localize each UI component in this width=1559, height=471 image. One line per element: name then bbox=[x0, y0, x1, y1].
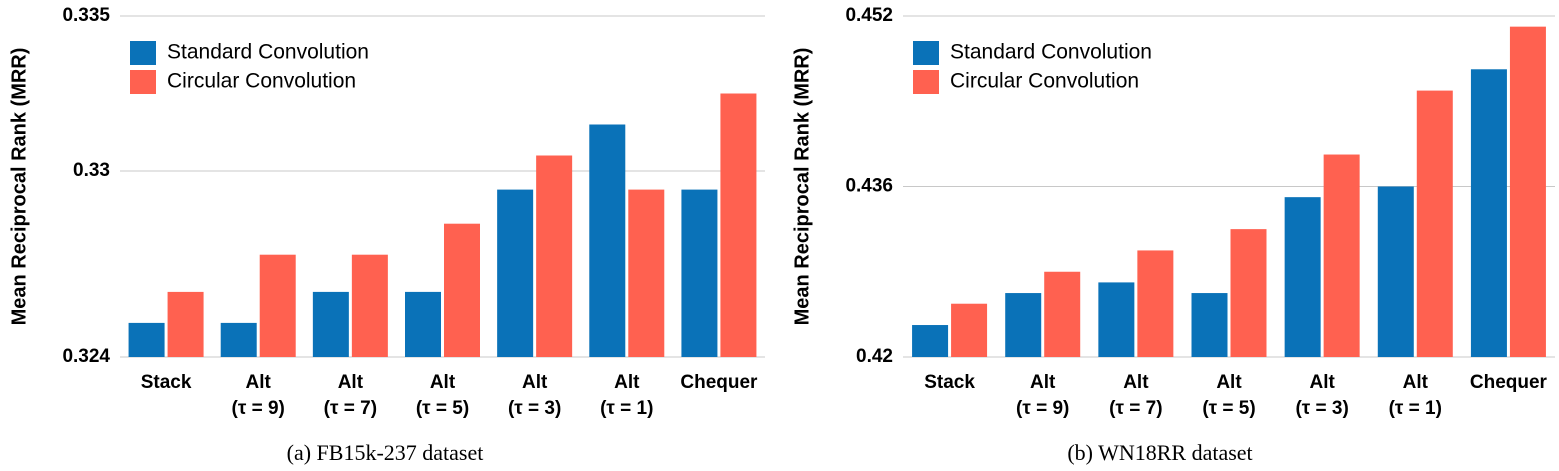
bar bbox=[1191, 293, 1228, 357]
legend-label: Standard Convolution bbox=[950, 41, 1152, 64]
chart: 0.42 0.436 0.452 Mean Reciprocal Rank (MRR)… bbox=[791, 5, 1555, 465]
bar bbox=[1284, 197, 1321, 357]
caption: (a) FB15k-237 dataset bbox=[287, 440, 484, 465]
x-tick-label: (τ = 5) bbox=[416, 398, 469, 419]
x-tick-label: Alt bbox=[1309, 372, 1335, 393]
bar bbox=[1005, 293, 1042, 357]
legend-label: Standard Convolution bbox=[167, 41, 369, 64]
x-tick-label: Stack bbox=[141, 372, 192, 393]
bar bbox=[259, 254, 296, 357]
bar bbox=[1230, 229, 1267, 357]
y-tick-label: 0.42 bbox=[856, 346, 893, 367]
x-tick-label: (τ = 7) bbox=[1109, 398, 1162, 419]
x-tick-label: Alt bbox=[246, 372, 272, 393]
bar bbox=[351, 254, 388, 357]
y-axis-label: Mean Reciprocal Rank (MRR) bbox=[8, 48, 30, 326]
y-tick-label: 0.33 bbox=[73, 160, 110, 181]
bar bbox=[912, 325, 949, 357]
legend-swatch bbox=[130, 70, 156, 94]
bar bbox=[720, 93, 757, 357]
bar bbox=[1416, 90, 1453, 357]
legend-swatch bbox=[913, 41, 939, 65]
x-tick-label: Alt bbox=[522, 372, 548, 393]
x-tick-label: Alt bbox=[1030, 372, 1056, 393]
bar bbox=[589, 124, 626, 357]
y-tick-label: 0.324 bbox=[62, 346, 110, 367]
bar bbox=[1044, 271, 1081, 357]
bar bbox=[128, 322, 165, 357]
x-tick-label: (τ = 3) bbox=[508, 398, 561, 419]
caption: (b) WN18RR dataset bbox=[1067, 440, 1252, 465]
x-tick-label: Alt bbox=[614, 372, 640, 393]
x-tick-label: (τ = 1) bbox=[1389, 398, 1442, 419]
chart: 0.324 0.33 0.335 Mean Reciprocal Rank (MRR)… bbox=[8, 5, 765, 465]
x-tick-label: Stack bbox=[924, 372, 975, 393]
bar bbox=[167, 291, 204, 357]
y-axis-label: Mean Reciprocal Rank (MRR) bbox=[791, 48, 813, 326]
x-tick-label: (τ = 1) bbox=[600, 398, 653, 419]
legend-swatch bbox=[130, 41, 156, 65]
bar bbox=[628, 189, 665, 357]
bar bbox=[681, 189, 718, 357]
bar bbox=[497, 189, 534, 357]
x-tick-label: Alt bbox=[1216, 372, 1242, 393]
bar bbox=[1377, 186, 1414, 357]
y-tick-label: 0.436 bbox=[845, 176, 893, 197]
bar bbox=[1323, 154, 1360, 357]
x-tick-label: (τ = 7) bbox=[324, 398, 377, 419]
x-tick-label: (τ = 9) bbox=[1016, 398, 1069, 419]
bar bbox=[405, 291, 441, 357]
bar bbox=[444, 223, 480, 357]
x-tick-label: (τ = 5) bbox=[1202, 398, 1255, 419]
bar bbox=[220, 322, 257, 357]
x-tick-label: (τ = 9) bbox=[232, 398, 285, 419]
x-tick-label: (τ = 3) bbox=[1295, 398, 1348, 419]
x-tick-label: Alt bbox=[338, 372, 364, 393]
x-tick-label: Chequer bbox=[680, 372, 758, 393]
y-tick-label: 0.452 bbox=[845, 5, 893, 26]
bar bbox=[1509, 26, 1546, 357]
bar bbox=[1470, 69, 1507, 357]
bar bbox=[1137, 250, 1174, 357]
y-tick-label: 0.335 bbox=[62, 5, 110, 26]
x-tick-label: Chequer bbox=[1470, 372, 1548, 393]
bar bbox=[1098, 282, 1135, 357]
bar bbox=[536, 155, 573, 357]
legend-label: Circular Convolution bbox=[167, 70, 356, 93]
legend-label: Circular Convolution bbox=[950, 70, 1139, 93]
bar bbox=[312, 291, 349, 357]
x-tick-label: Alt bbox=[430, 372, 456, 393]
bar bbox=[951, 303, 988, 357]
x-tick-label: Alt bbox=[1123, 372, 1149, 393]
x-tick-label: Alt bbox=[1403, 372, 1429, 393]
legend-swatch bbox=[913, 70, 939, 94]
